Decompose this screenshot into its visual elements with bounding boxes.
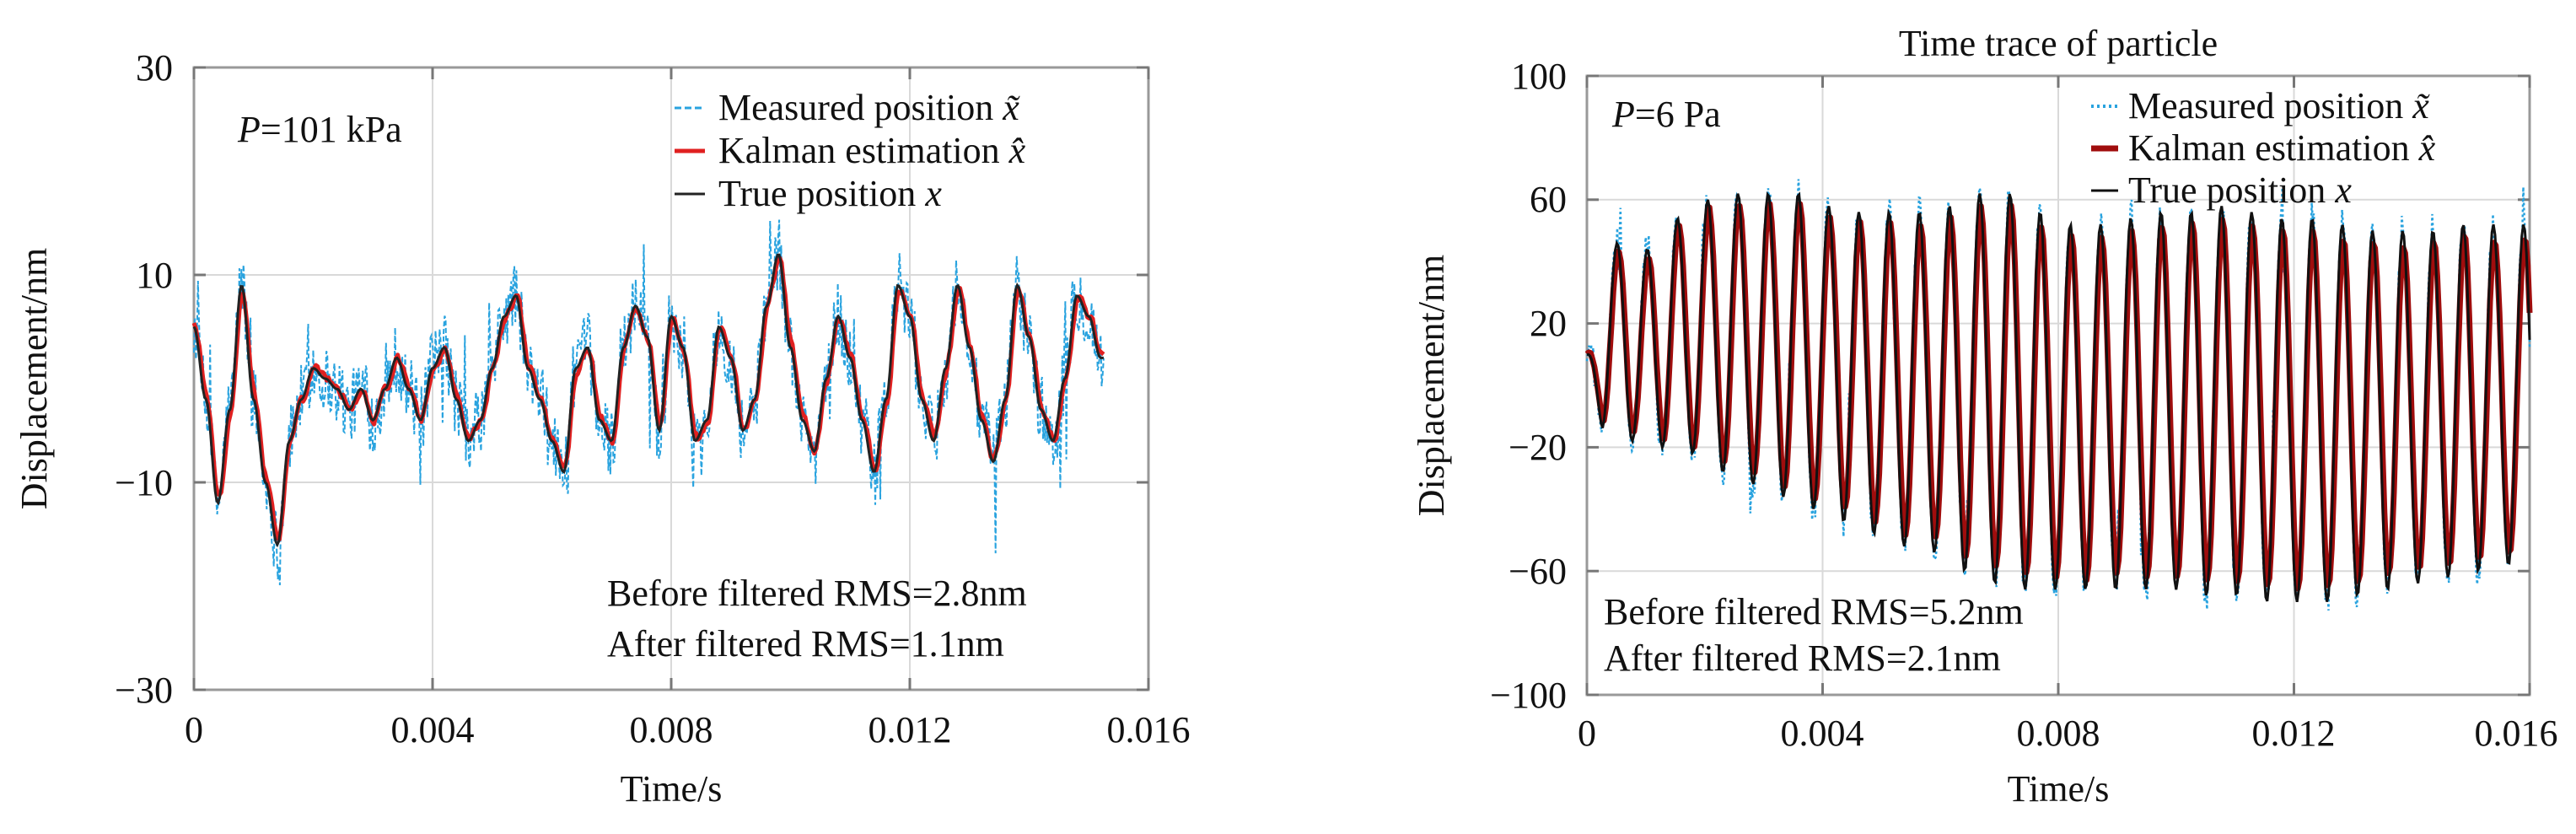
left-legend-kalman-symbol: x̂ (1008, 130, 1026, 171)
left-legend-measured-label: Measured position (718, 87, 993, 128)
right-legend-measured: Measured position x̃ (2128, 85, 2430, 126)
left-xtick-label: 0.016 (1107, 709, 1191, 751)
left-xtick-label: 0 (185, 709, 203, 751)
chart-left: −30 −10 10 30 0 0.004 0.008 0.012 0.016 … (13, 47, 1191, 810)
left-legend-kalman: Kalman estimation x̂ (718, 130, 1026, 171)
left-legend-measured-symbol: x̃ (1002, 87, 1020, 128)
chart-right: Time trace of particle −100 −60 −20 20 6… (1411, 23, 2558, 810)
right-xtick-label: 0.008 (2017, 713, 2100, 754)
left-ytick-label: −10 (115, 462, 173, 503)
right-legend-kalman-symbol: x̂ (2418, 127, 2436, 169)
right-rms-before: Before filtered RMS=5.2nm (1604, 591, 2024, 632)
left-xtick-label: 0.004 (391, 709, 475, 751)
right-y-axis-label: Displacement/nm (1411, 255, 1452, 516)
left-xtick-label: 0.008 (630, 709, 713, 751)
right-xtick-label: 0 (1578, 713, 1596, 754)
right-ticks (1585, 74, 2531, 697)
left-pressure-annotation: P=101 kPa (237, 109, 402, 150)
left-xtick-label: 0.012 (869, 709, 952, 751)
left-x-axis-label: Time/s (621, 768, 723, 810)
left-rms-after: After filtered RMS=1.1nm (607, 623, 1004, 665)
right-legend-kalman-label: Kalman estimation (2128, 127, 2410, 169)
right-legend: Measured position x̃ Kalman estimation x… (2091, 85, 2436, 211)
left-rms-before: Before filtered RMS=2.8nm (607, 573, 1027, 614)
right-ytick-label: 20 (1530, 303, 1567, 344)
right-legend-measured-label: Measured position (2128, 85, 2403, 126)
right-ytick-label: −100 (1490, 675, 1567, 716)
right-pressure-value: =6 Pa (1635, 94, 1721, 135)
right-ytick-label: −60 (1508, 551, 1567, 592)
left-series (191, 219, 1105, 586)
right-legend-true-label: True position (2128, 169, 2326, 211)
left-legend-true: True position x (718, 173, 942, 214)
right-legend-true-symbol: x (2334, 169, 2352, 211)
left-grid (194, 67, 1148, 690)
right-xtick-label: 0.016 (2475, 713, 2558, 754)
right-rms-after: After filtered RMS=2.1nm (1604, 638, 2001, 679)
right-chart-title: Time trace of particle (1899, 23, 2218, 64)
right-xtick-label: 0.012 (2252, 713, 2336, 754)
left-legend-measured: Measured position x̃ (718, 87, 1020, 128)
right-legend-true: True position x (2128, 169, 2352, 211)
right-series (1584, 179, 2533, 611)
right-grid (1587, 76, 2530, 695)
left-y-axis-label: Displacement/nm (13, 248, 55, 509)
right-ytick-label: 100 (1511, 56, 1567, 97)
left-legend: Measured position x̃ Kalman estimation x… (675, 87, 1026, 214)
right-xtick-label: 0.004 (1781, 713, 1864, 754)
right-pressure-annotation: P=6 Pa (1611, 94, 1721, 135)
right-series-true (1586, 191, 2531, 603)
left-legend-kalman-label: Kalman estimation (718, 130, 1000, 171)
right-legend-kalman: Kalman estimation x̂ (2128, 127, 2436, 169)
left-pressure-symbol: P (237, 109, 261, 150)
left-series-true (192, 253, 1104, 548)
left-ticks (192, 66, 1150, 691)
left-ytick-label: −30 (115, 670, 173, 711)
right-legend-measured-symbol: x̃ (2412, 85, 2430, 126)
left-legend-true-label: True position (718, 173, 916, 214)
right-x-axis-label: Time/s (2008, 768, 2110, 810)
left-pressure-value: =101 kPa (261, 109, 402, 150)
left-ytick-label: 30 (136, 47, 173, 89)
right-pressure-symbol: P (1611, 94, 1635, 135)
left-legend-true-symbol: x (924, 173, 942, 214)
right-ytick-label: 60 (1530, 179, 1567, 220)
right-ytick-label: −20 (1508, 427, 1567, 468)
left-ytick-label: 10 (136, 255, 173, 296)
left-series-kalman (191, 256, 1105, 542)
